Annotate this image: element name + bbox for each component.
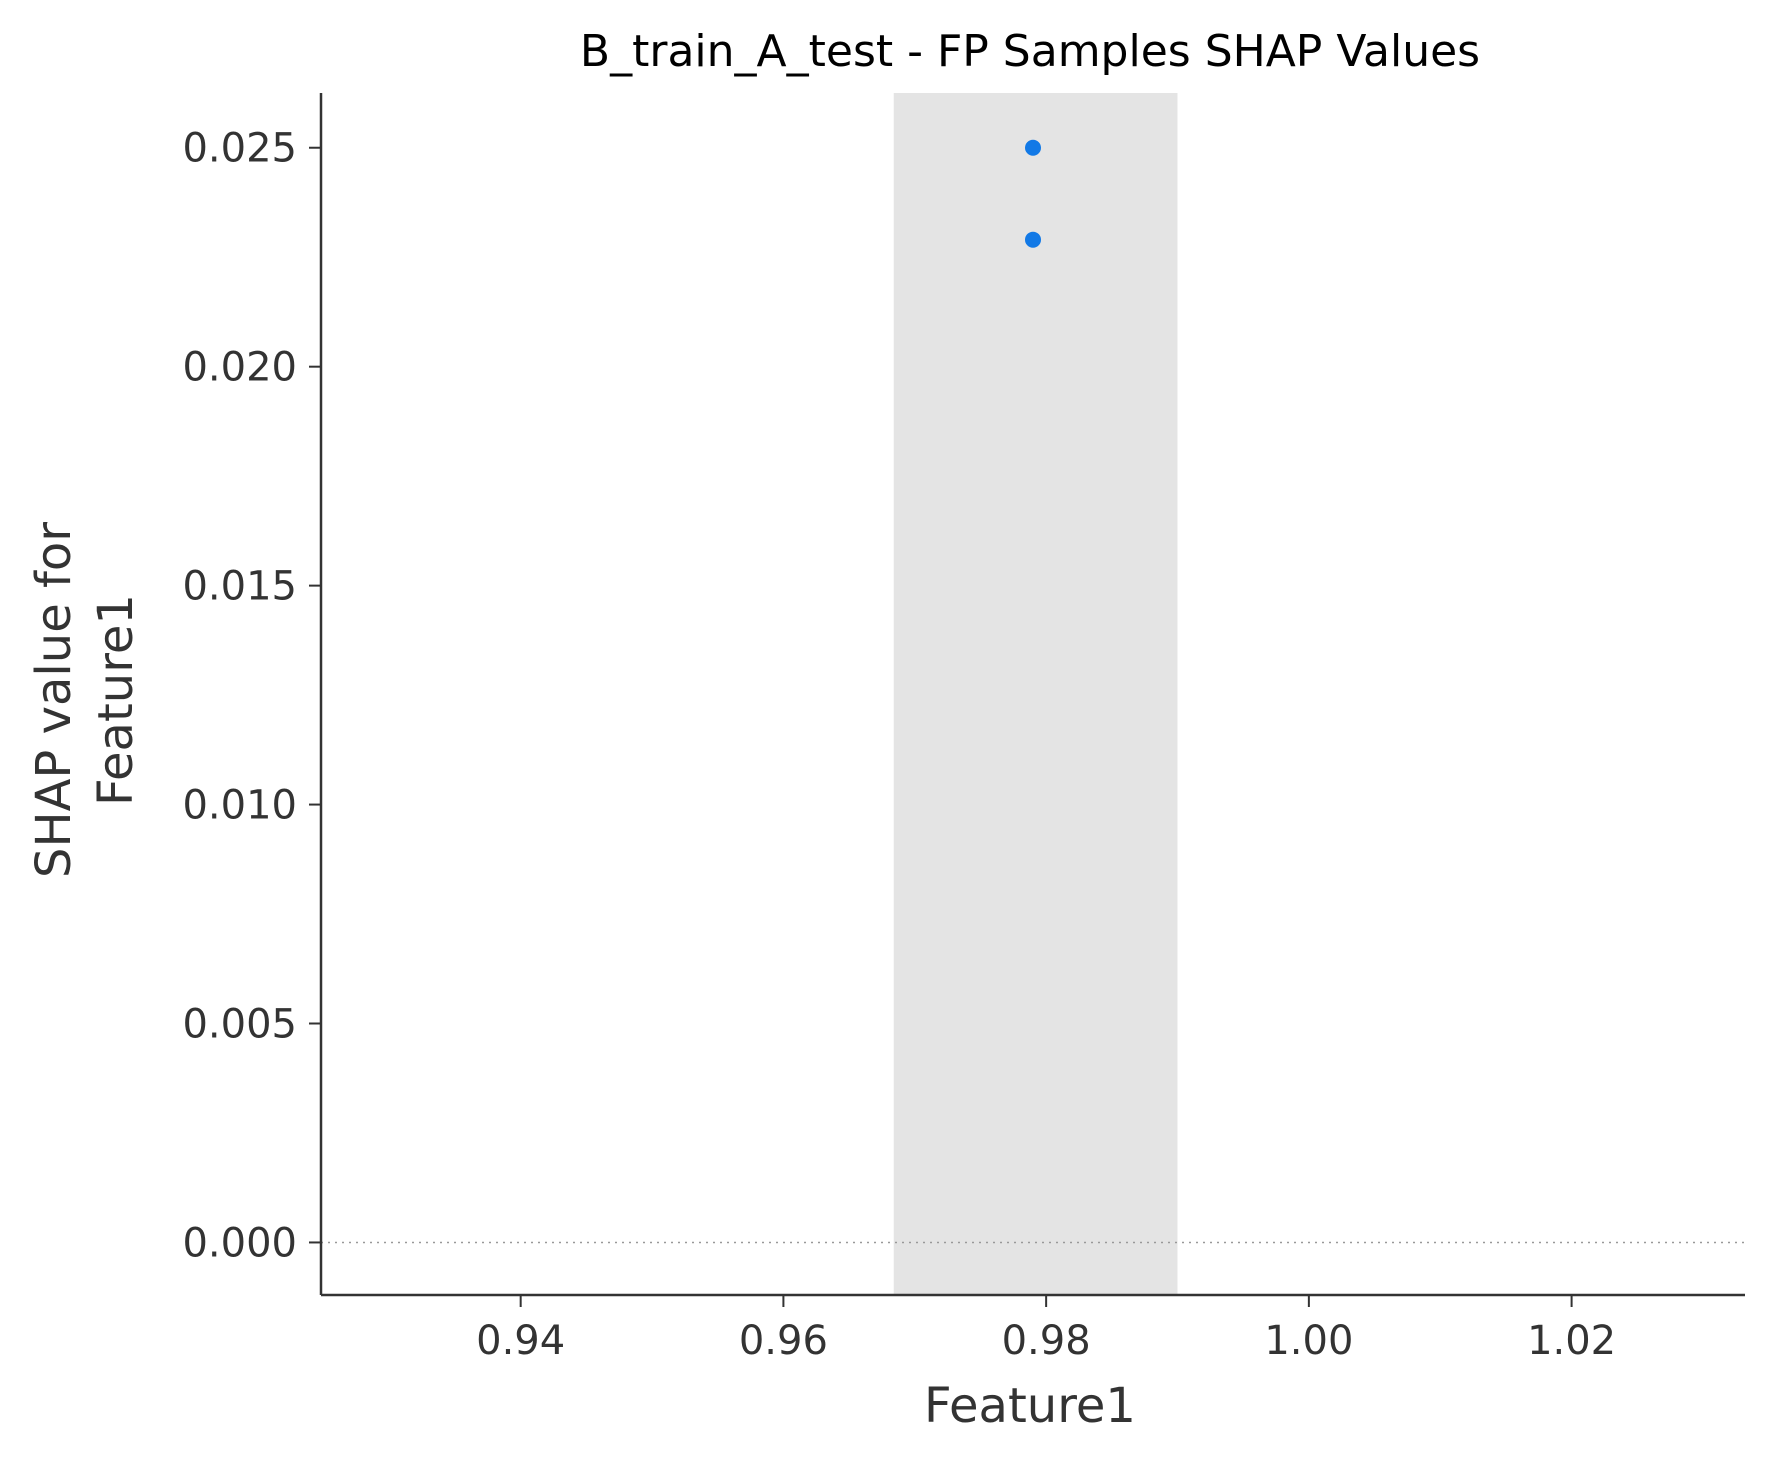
- x-tick-label: 1.02: [1527, 1318, 1616, 1364]
- y-axis-label-line-2: Feature1: [88, 594, 144, 806]
- x-axis-label: Feature1: [924, 1378, 1136, 1434]
- x-axis: 0.94 0.96 0.98 1.00 1.02: [321, 1293, 1745, 1364]
- y-axis-label: SHAP value for Feature1: [26, 522, 144, 878]
- plot-area: [321, 93, 1745, 1295]
- x-tick-label: 0.98: [1002, 1318, 1091, 1364]
- data-point-1: [1025, 139, 1041, 156]
- y-axis-label-line-1: SHAP value for: [26, 522, 82, 878]
- y-tick-label: 0.005: [182, 1002, 297, 1048]
- y-tick-label: 0.010: [182, 783, 297, 829]
- y-tick-label: 0.015: [182, 564, 297, 610]
- data-point-2: [1025, 231, 1041, 248]
- y-tick-label: 0.000: [182, 1220, 297, 1266]
- x-tick-label: 0.94: [476, 1318, 565, 1364]
- y-tick-label: 0.025: [182, 126, 297, 172]
- y-axis: 0.000 0.005 0.010 0.015 0.020 0.025: [182, 93, 323, 1295]
- highlight-band: [893, 93, 1178, 1295]
- chart-title: B_train_A_test - FP Samples SHAP Values: [580, 26, 1480, 77]
- x-tick-label: 0.96: [739, 1318, 828, 1364]
- y-tick-label: 0.020: [182, 345, 297, 391]
- x-tick-label: 1.00: [1264, 1318, 1353, 1364]
